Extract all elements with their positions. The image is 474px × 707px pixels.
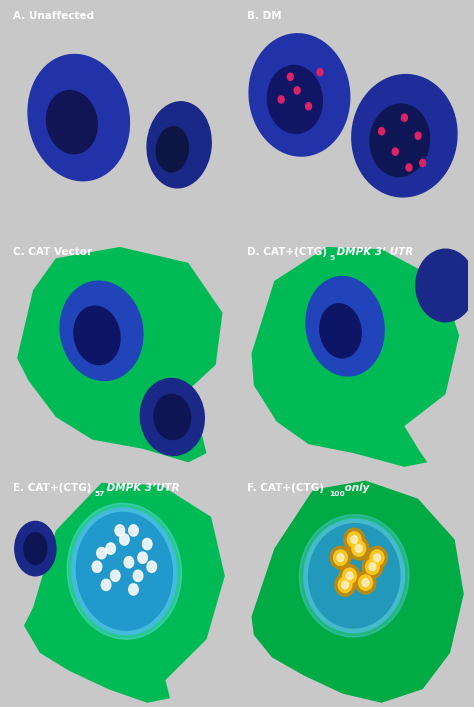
Ellipse shape [28,54,129,181]
Ellipse shape [306,103,311,110]
Ellipse shape [129,584,138,595]
Ellipse shape [309,524,400,628]
Ellipse shape [369,563,376,571]
Ellipse shape [101,579,111,590]
Ellipse shape [294,87,300,94]
Ellipse shape [304,519,404,633]
Ellipse shape [129,525,138,536]
Polygon shape [252,481,464,703]
Ellipse shape [337,554,344,561]
Text: only: only [341,483,370,493]
Ellipse shape [106,543,116,554]
Ellipse shape [356,544,362,552]
Polygon shape [17,247,222,462]
Ellipse shape [300,515,409,637]
Ellipse shape [416,249,474,322]
Ellipse shape [406,164,412,171]
Ellipse shape [335,573,356,596]
Text: DMPK 3’ UTR: DMPK 3’ UTR [333,247,413,257]
Ellipse shape [370,550,384,566]
Ellipse shape [147,102,211,188]
Ellipse shape [362,579,369,586]
Ellipse shape [392,148,398,156]
Ellipse shape [419,159,426,167]
Ellipse shape [92,561,102,573]
Ellipse shape [24,533,47,564]
Text: C. CAT Vector: C. CAT Vector [12,247,91,257]
Ellipse shape [348,537,369,560]
Ellipse shape [374,554,381,561]
Ellipse shape [138,552,147,563]
Text: E. CAT+(CTG): E. CAT+(CTG) [12,483,91,493]
Ellipse shape [142,539,152,550]
Ellipse shape [110,570,120,581]
Text: F. CAT+(CTG): F. CAT+(CTG) [247,483,324,493]
Ellipse shape [115,525,125,536]
Ellipse shape [356,571,376,594]
Ellipse shape [347,532,361,547]
Ellipse shape [370,104,429,177]
Ellipse shape [346,572,353,580]
Ellipse shape [287,73,293,81]
Ellipse shape [60,281,143,380]
Ellipse shape [362,556,383,578]
Ellipse shape [338,577,352,592]
Ellipse shape [124,556,134,568]
Ellipse shape [133,570,143,581]
Ellipse shape [330,547,351,569]
Ellipse shape [320,304,361,358]
Ellipse shape [267,66,322,134]
Text: A. Unaffected: A. Unaffected [12,11,94,21]
Ellipse shape [317,69,323,76]
Text: DMPK 3’UTR: DMPK 3’UTR [103,483,180,493]
Text: D. CAT+(CTG): D. CAT+(CTG) [247,247,327,257]
Ellipse shape [154,395,191,440]
Ellipse shape [352,541,365,556]
Ellipse shape [343,568,356,583]
Ellipse shape [74,306,120,365]
Ellipse shape [147,561,156,573]
Ellipse shape [351,536,357,544]
Ellipse shape [352,74,457,197]
Ellipse shape [306,276,384,376]
Ellipse shape [140,378,204,455]
Ellipse shape [76,513,173,630]
Text: 100: 100 [329,491,345,497]
Ellipse shape [278,96,284,103]
Ellipse shape [415,132,421,139]
Ellipse shape [339,564,360,587]
Ellipse shape [67,503,182,639]
Ellipse shape [72,508,177,635]
Text: 57: 57 [95,491,105,497]
Text: 5: 5 [329,255,334,261]
Ellipse shape [97,547,106,559]
Ellipse shape [344,528,365,551]
Text: B. DM: B. DM [247,11,282,21]
Polygon shape [24,483,225,703]
Polygon shape [252,247,459,467]
Ellipse shape [156,127,188,172]
Ellipse shape [334,550,347,566]
Ellipse shape [15,521,56,575]
Ellipse shape [401,114,407,121]
Ellipse shape [46,90,97,153]
Ellipse shape [119,534,129,545]
Ellipse shape [342,581,348,589]
Ellipse shape [365,559,379,575]
Ellipse shape [379,127,384,135]
Ellipse shape [249,34,350,156]
Ellipse shape [359,575,373,590]
Ellipse shape [367,547,387,569]
